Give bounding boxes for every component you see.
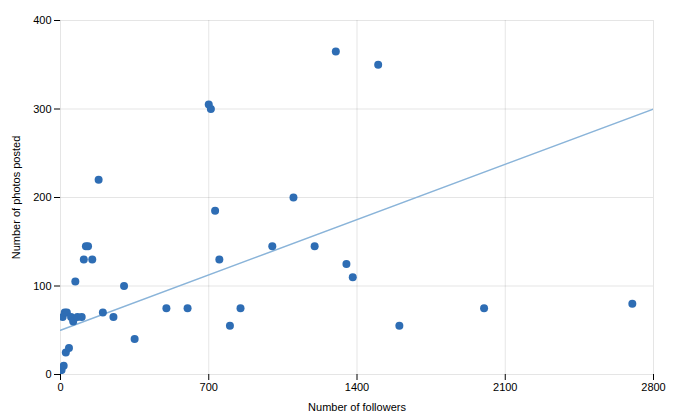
svg-text:0: 0 [45,368,51,380]
svg-text:0: 0 [57,381,63,393]
svg-text:400: 400 [33,14,51,26]
svg-text:1400: 1400 [345,381,369,393]
svg-text:200: 200 [33,191,51,203]
svg-text:700: 700 [200,381,218,393]
svg-text:Number of photos posted: Number of photos posted [10,136,22,260]
svg-text:100: 100 [33,280,51,292]
svg-text:2800: 2800 [641,381,665,393]
svg-text:Number of followers: Number of followers [308,401,406,413]
svg-text:300: 300 [33,103,51,115]
svg-text:2100: 2100 [493,381,517,393]
